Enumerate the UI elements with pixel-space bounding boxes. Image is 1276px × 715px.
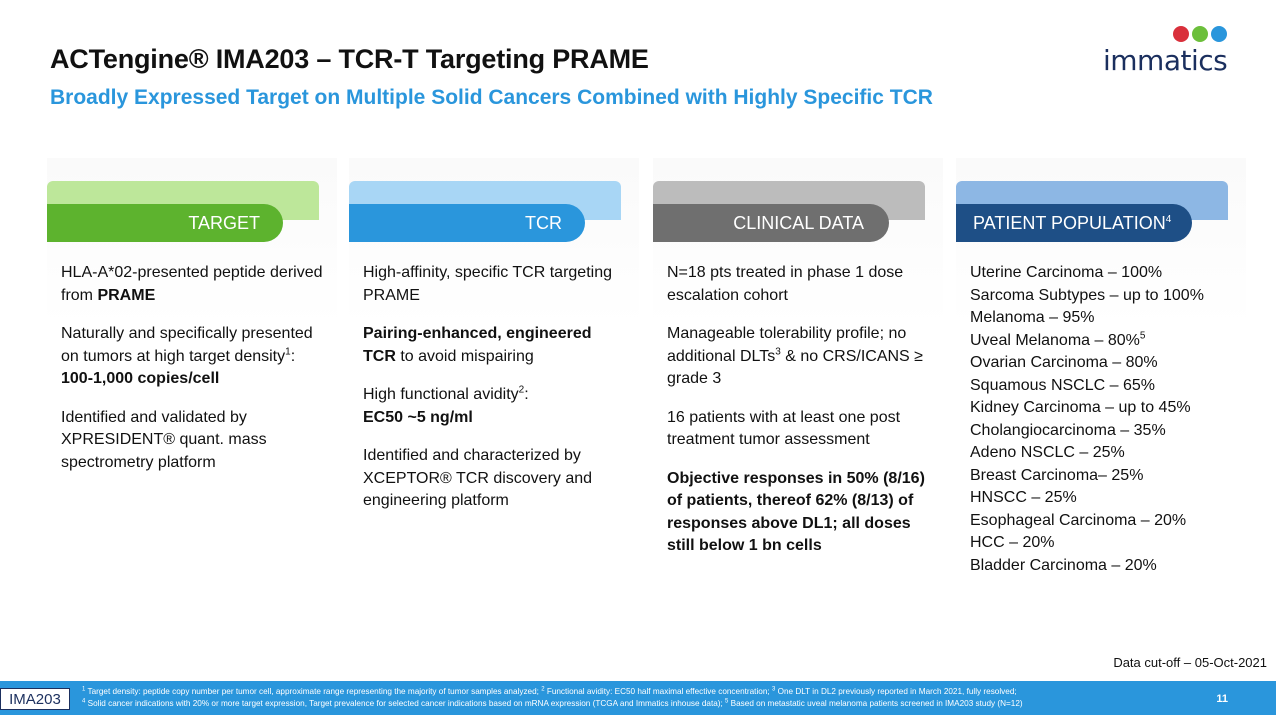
list-item: Uveal Melanoma – 80%5 <box>970 330 1146 349</box>
logo-red-dot-icon <box>1173 26 1189 42</box>
tcr-p1: High-affinity, specific TCR targeting PR… <box>363 264 612 304</box>
list-item: HCC – 20% <box>970 534 1055 551</box>
list-item: Squamous NSCLC – 65% <box>970 376 1155 394</box>
list-item: Esophageal Carcinoma – 20% <box>970 511 1187 529</box>
target-p3: Identified and validated by XPRESIDENT® … <box>61 408 267 471</box>
list-item: Bladder Carcinoma – 20% <box>970 556 1157 574</box>
population-list: Uterine Carcinoma – 100% Sarcoma Subtype… <box>970 262 1235 577</box>
footnote-line-2: 4 Solid cancer indications with 20% or m… <box>82 698 1023 708</box>
tcr-p2: Pairing-enhanced, engineered TCR to avoi… <box>363 325 592 365</box>
footnotes: 1 Target density: peptide copy number pe… <box>82 686 1207 710</box>
list-item: Sarcoma Subtypes – up to 100% <box>970 286 1204 304</box>
tcr-p4: Identified and characterized by XCEPTOR®… <box>363 447 593 509</box>
list-item: HNSCC – 25% <box>970 489 1077 506</box>
target-p1: HLA-A*02-presented peptide derived from … <box>61 264 323 304</box>
clinical-card-title: CLINICAL DATA <box>653 204 889 242</box>
footnote-line-1: 1 Target density: peptide copy number pe… <box>82 686 1017 696</box>
list-item: Kidney Carcinoma – up to 45% <box>970 399 1191 416</box>
list-item: Cholangiocarcinoma – 35% <box>970 421 1166 439</box>
clinical-card: CLINICAL DATA N=18 pts treated in phase … <box>653 158 943 578</box>
clinical-p2: Manageable tolerability profile; no addi… <box>667 325 923 387</box>
clinical-p1: N=18 pts treated in phase 1 dose escalat… <box>667 264 904 304</box>
target-card: TARGET HLA-A*02-presented peptide derive… <box>47 158 337 578</box>
data-cutoff-label: Data cut-off – 05-Oct-2021 <box>1113 655 1267 670</box>
tcr-card-body: High-affinity, specific TCR targeting PR… <box>363 262 628 529</box>
page-number: 11 <box>1216 693 1228 705</box>
clinical-p4: Objective responses in 50% (8/16) of pat… <box>667 469 925 555</box>
clinical-card-body: N=18 pts treated in phase 1 dose escalat… <box>667 262 932 574</box>
list-item: Melanoma – 95% <box>970 309 1095 326</box>
logo-green-dot-icon <box>1192 26 1208 42</box>
target-p2: Naturally and specifically presented on … <box>61 325 313 387</box>
page-title: ACTengine® IMA203 – TCR-T Targeting PRAM… <box>50 44 649 74</box>
list-item: Ovarian Carcinoma – 80% <box>970 354 1158 371</box>
immatics-logo: immatics <box>1103 22 1237 77</box>
clinical-p3: 16 patients with at least one post treat… <box>667 408 901 449</box>
tcr-card-title: TCR <box>349 204 585 242</box>
footer-bar: IMA203 1 Target density: peptide copy nu… <box>0 681 1276 715</box>
list-item: Uterine Carcinoma – 100% <box>970 264 1163 281</box>
list-item: Adeno NSCLC – 25% <box>970 444 1125 461</box>
logo-blue-dot-icon <box>1211 26 1227 42</box>
target-card-title: TARGET <box>47 204 283 242</box>
footer-program-tag: IMA203 <box>0 688 70 710</box>
list-item: Breast Carcinoma– 25% <box>970 466 1144 484</box>
tcr-p3: High functional avidity2: EC50 ~5 ng/ml <box>363 384 529 426</box>
target-card-body: HLA-A*02-presented peptide derived from … <box>61 262 326 490</box>
population-card: PATIENT POPULATION4 Uterine Carcinoma – … <box>956 158 1246 578</box>
tcr-card: TCR High-affinity, specific TCR targetin… <box>349 158 639 578</box>
logo-text: immatics <box>1103 44 1228 77</box>
population-card-title: PATIENT POPULATION4 <box>956 204 1192 242</box>
page-subtitle: Broadly Expressed Target on Multiple Sol… <box>50 86 933 109</box>
